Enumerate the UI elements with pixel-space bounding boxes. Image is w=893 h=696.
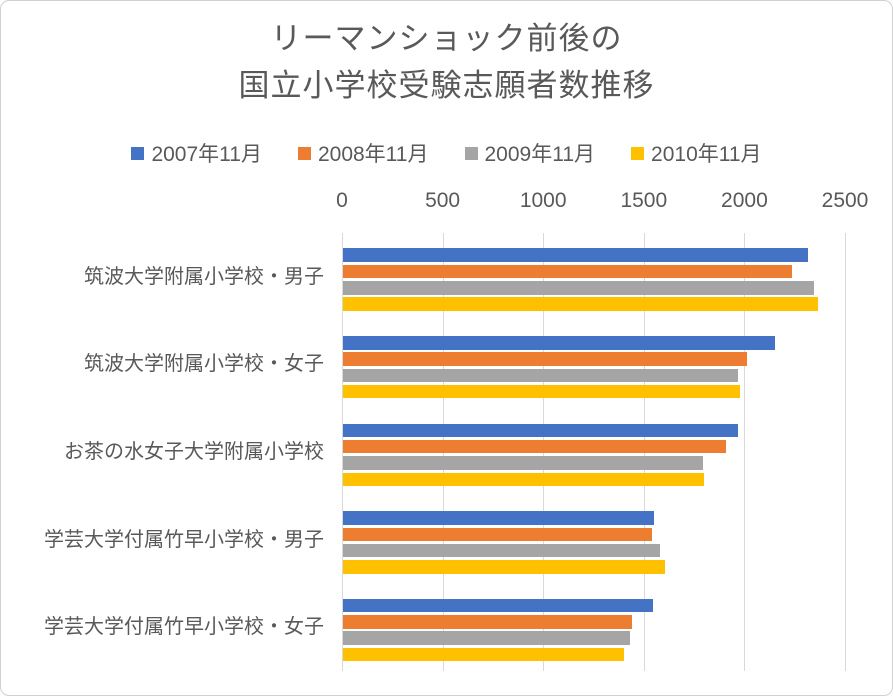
x-tick-label-0: 0 — [336, 189, 348, 212]
category-label-1: 筑波大学附属小学校・女子 — [84, 353, 324, 376]
gridline-2000 — [744, 233, 746, 671]
chart-title-line2: 国立小学校受験志願者数推移 — [238, 68, 655, 103]
bar-2009年11月-cat1 — [343, 368, 739, 383]
bar-2008年11月-cat0 — [343, 264, 792, 279]
bar-2009年11月-cat2 — [343, 456, 704, 470]
gridline-2500 — [845, 233, 846, 671]
bar-2007年11月-cat3 — [343, 511, 654, 525]
x-tick-label-1000: 1000 — [519, 189, 567, 212]
legend-item-2008年11月: 2008年11月 — [297, 138, 429, 168]
legend-label: 2009年11月 — [484, 143, 596, 166]
bar-2009年11月-cat0 — [343, 281, 814, 295]
x-tick-label-1500: 1500 — [620, 189, 668, 212]
bar-2007年11月-cat4 — [343, 598, 653, 613]
bar-2010年11月-cat4 — [343, 647, 624, 662]
category-label-4: 学芸大学付属竹早小学校・女子 — [44, 616, 324, 639]
legend: 2007年11月 2008年11月 2009年11月 2010年11月 — [1, 138, 892, 168]
bar-2007年11月-cat1 — [343, 336, 775, 350]
gridline-0 — [342, 233, 343, 671]
x-tick-label-2000: 2000 — [721, 189, 768, 212]
category-label-3: 学芸大学付属竹早小学校・男子 — [44, 528, 324, 551]
x-tick-label-500: 500 — [425, 189, 461, 212]
bar-2010年11月-cat1 — [343, 384, 741, 399]
legend-swatch-icon — [131, 146, 145, 160]
category-label-0: 筑波大学附属小学校・男子 — [84, 265, 324, 288]
legend-item-2009年11月: 2009年11月 — [464, 138, 596, 168]
chart-title-line1: リーマンショック前後の — [270, 21, 623, 56]
legend-label: 2010年11月 — [651, 143, 762, 166]
legend-swatch-icon — [297, 146, 311, 160]
bar-2010年11月-cat0 — [343, 297, 818, 311]
bar-2007年11月-cat2 — [343, 423, 739, 438]
legend-swatch-icon — [464, 146, 478, 160]
bar-2009年11月-cat3 — [343, 543, 660, 558]
legend-label: 2008年11月 — [317, 143, 429, 166]
bar-2008年11月-cat2 — [343, 439, 727, 454]
bar-2008年11月-cat1 — [343, 352, 748, 366]
bar-2008年11月-cat3 — [343, 527, 652, 541]
bar-2008年11月-cat4 — [343, 615, 632, 629]
legend-item-2007年11月: 2007年11月 — [131, 138, 262, 168]
legend-swatch-icon — [631, 146, 645, 160]
bar-2010年11月-cat3 — [343, 560, 665, 574]
bar-2007年11月-cat0 — [343, 248, 808, 262]
legend-label: 2007年11月 — [151, 143, 262, 166]
bar-2010年11月-cat2 — [343, 472, 705, 486]
legend-item-2010年11月: 2010年11月 — [631, 138, 762, 168]
category-label-2: お茶の水女子大学附属小学校 — [64, 441, 324, 463]
chart-title: リーマンショック前後の 国立小学校受験志願者数推移 — [1, 15, 892, 109]
bar-2009年11月-cat4 — [343, 631, 630, 645]
x-tick-label-2500: 2500 — [821, 189, 869, 212]
